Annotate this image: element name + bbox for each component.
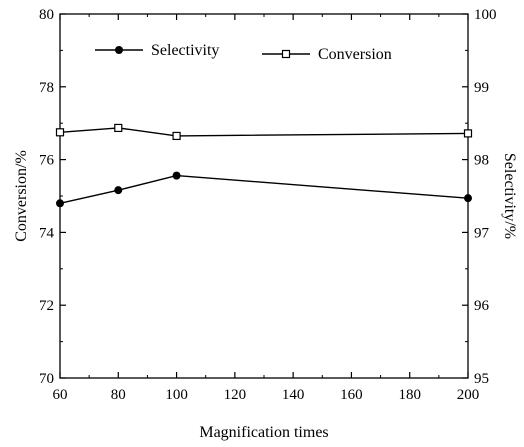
x-tick-label: 200 [457,387,480,403]
right-y-tick-label: 100 [474,7,497,23]
selectivity-data-point [464,194,472,203]
right-y-tick-label: 96 [474,298,490,314]
conversion-series-line [59,127,469,137]
x-tick-label: 100 [165,387,188,403]
right-y-tick-label: 97 [474,225,490,241]
right-y-tick-label: 98 [474,153,489,169]
left-y-tick-label: 76 [39,153,55,169]
left-y-tick-label: 80 [39,7,54,23]
selectivity-data-point [172,171,181,180]
x-tick-label: 140 [282,387,305,403]
left-y-tick-label: 72 [39,298,54,314]
legend-label-conversion: Conversion [318,46,392,63]
conversion-data-point [55,128,65,137]
left-y-axis-title: Conversion/% [13,150,30,242]
legend-label-selectivity: Selectivity [151,42,219,59]
axis-labels: Magnification times Conversion/% Selecti… [13,150,518,441]
conversion-data-point [463,129,473,138]
legend-marker-selectivity [115,46,123,54]
right-y-tick-label: 99 [474,80,489,96]
x-tick-label: 180 [398,387,421,403]
right-y-axis-title: Selectivity/% [501,153,518,239]
conversion-data-point [114,123,123,133]
selectivity-data-point [114,186,123,195]
data-series [55,123,473,208]
axis-ticks: 60 80 100 120 140 160 180 200 70 72 74 76 78 80 95 96 97… [39,7,497,403]
left-y-tick-label: 74 [39,225,55,241]
legend: Selectivity Conversion [95,42,392,63]
legend-marker-conversion [281,49,291,59]
conversion-data-point [172,131,181,141]
left-y-tick-label: 78 [39,80,54,96]
x-tick-label: 60 [53,387,68,403]
x-axis-title: Magnification times [199,424,328,441]
left-y-tick-label: 70 [39,371,54,387]
x-tick-label: 160 [340,387,363,403]
x-tick-label: 120 [224,387,247,403]
selectivity-series-line [59,174,469,204]
x-tick-label: 80 [111,387,126,403]
selectivity-data-point [56,199,64,208]
plot-frame [59,13,469,379]
plot-area-border [59,13,469,379]
right-y-tick-label: 95 [474,371,489,387]
